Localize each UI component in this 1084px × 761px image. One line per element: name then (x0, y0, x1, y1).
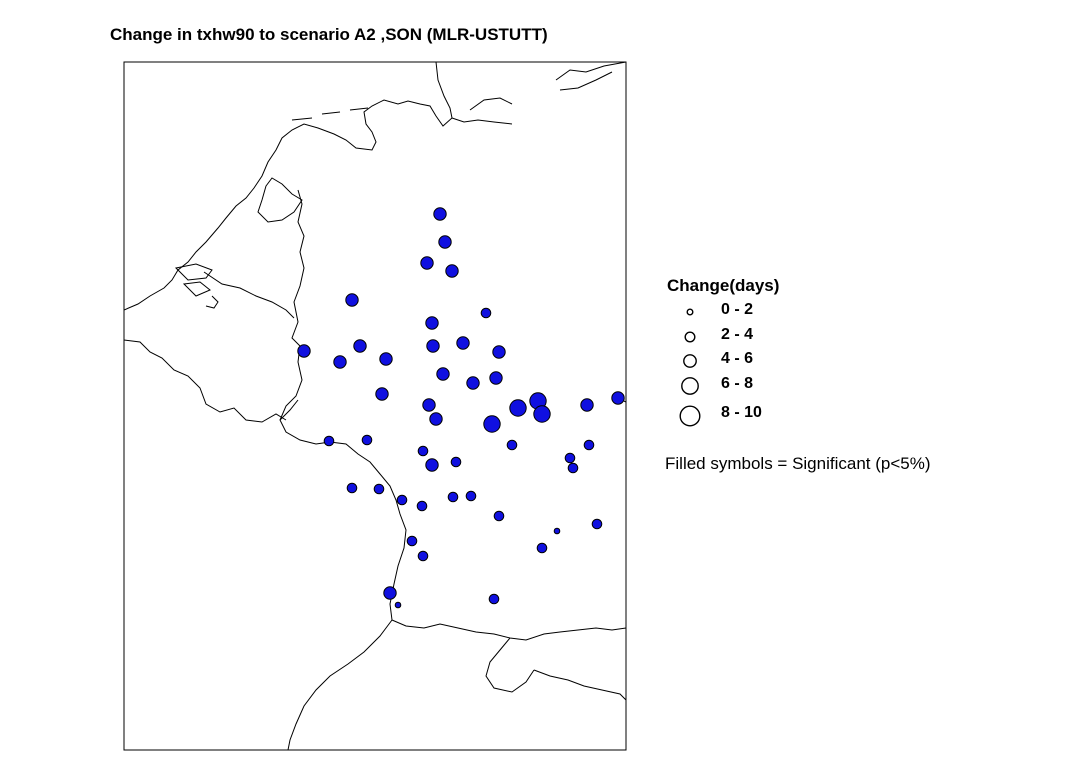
station-symbol (533, 405, 551, 423)
station-symbol (450, 456, 462, 468)
station-symbol (394, 601, 402, 609)
station-symbol (445, 264, 459, 278)
station-symbol (509, 399, 527, 417)
station-symbol (417, 550, 429, 562)
station-symbol (483, 415, 501, 433)
significance-note: Filled symbols = Significant (p<5%) (665, 454, 931, 473)
station-symbol (323, 435, 335, 447)
station-symbol (489, 371, 503, 385)
station-symbol (553, 527, 561, 535)
station-symbol (406, 535, 418, 547)
station-symbol (611, 391, 625, 405)
station-symbol (493, 510, 505, 522)
legend-symbol (681, 377, 699, 395)
station-symbol (297, 344, 311, 358)
station-symbol (396, 494, 408, 506)
station-symbol (433, 207, 447, 221)
station-symbol (373, 483, 385, 495)
legend-label-4-6: 4 - 6 (721, 350, 754, 367)
legend-symbol (683, 354, 697, 368)
stations-layer (297, 207, 625, 609)
station-symbol (345, 293, 359, 307)
legend-symbol (679, 405, 701, 427)
legend-symbols (679, 308, 701, 427)
station-symbol (456, 336, 470, 350)
station-symbol (480, 307, 492, 319)
station-symbol (564, 452, 576, 464)
station-symbol (580, 398, 594, 412)
station-symbol (422, 398, 436, 412)
map-title: Change in txhw90 to scenario A2 ,SON (ML… (110, 25, 548, 44)
station-symbol (383, 586, 397, 600)
station-symbol (346, 482, 358, 494)
legend-label-6-8: 6 - 8 (721, 375, 754, 392)
station-symbol (416, 500, 428, 512)
station-symbol (426, 339, 440, 353)
station-symbol (536, 542, 548, 554)
legend-symbol (686, 308, 694, 316)
station-symbol (583, 439, 595, 451)
station-symbol (567, 462, 579, 474)
station-symbol (488, 593, 500, 605)
station-symbol (333, 355, 347, 369)
station-symbol (438, 235, 452, 249)
station-symbol (591, 518, 603, 530)
coastline-and-borders (124, 62, 626, 750)
station-symbol (492, 345, 506, 359)
station-symbol (429, 412, 443, 426)
station-symbol (379, 352, 393, 366)
station-symbol (425, 458, 439, 472)
station-symbol (361, 434, 373, 446)
legend-symbol (684, 331, 696, 343)
station-symbol (353, 339, 367, 353)
legend-label-8-10: 8 - 10 (721, 404, 762, 421)
legend-label-0-2: 0 - 2 (721, 301, 754, 318)
station-symbol (465, 490, 477, 502)
legend-title: Change(days) (667, 276, 780, 295)
legend-label-2-4: 2 - 4 (721, 326, 754, 343)
station-symbol (506, 439, 518, 451)
station-symbol (436, 367, 450, 381)
station-symbol (375, 387, 389, 401)
map-border (123, 61, 627, 751)
station-symbol (420, 256, 434, 270)
station-symbol (417, 445, 429, 457)
station-symbol (425, 316, 439, 330)
station-symbol (466, 376, 480, 390)
station-symbol (447, 491, 459, 503)
